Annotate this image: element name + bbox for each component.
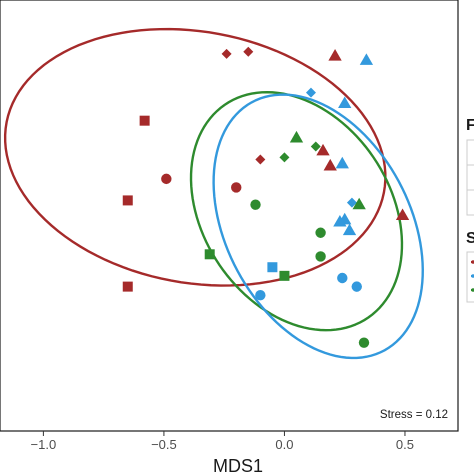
green-square-point [204, 249, 215, 260]
red-circle-point [161, 173, 172, 185]
data-points [122, 46, 410, 348]
red-triangle-point [323, 158, 337, 171]
blue-diamond-point [346, 197, 357, 208]
red-square-point [122, 281, 133, 292]
legend-red-swatch-point [471, 260, 474, 264]
legend-partial: F S [466, 117, 474, 303]
green-square-point [279, 270, 290, 281]
x-axis: −1.0 −0.5 0.0 0.5 [31, 431, 414, 452]
legend-key-box [466, 139, 474, 216]
legend-title-fragment-1: F [466, 117, 474, 134]
blue-triangle-point [338, 96, 352, 108]
blue-circle-point [255, 290, 266, 301]
green-circle-point [315, 227, 326, 238]
blue-circle-point [337, 272, 348, 284]
x-tick-label: −1.0 [31, 437, 57, 452]
green-group-ellipse [189, 90, 404, 332]
confidence-ellipses [3, 27, 424, 360]
red-triangle-point [316, 143, 330, 156]
green-diamond-point [279, 152, 290, 163]
x-tick-label: 0.0 [275, 437, 293, 452]
red-diamond-point [221, 48, 232, 59]
green-triangle-point [352, 197, 366, 210]
x-tick-label: 0.5 [396, 437, 414, 452]
green-circle-point [250, 199, 261, 210]
blue-triangle-point [359, 53, 374, 65]
blue-triangle-point [342, 223, 357, 236]
blue-square-point [267, 262, 278, 273]
legend-green-swatch-point [471, 288, 474, 292]
legend-title-fragment-2: S [466, 230, 474, 247]
green-circle-point [358, 337, 370, 348]
blue-diamond-point [305, 87, 316, 98]
red-circle-point [231, 182, 242, 193]
x-tick-label: −0.5 [151, 437, 177, 452]
red-triangle-point [328, 49, 342, 61]
red-square-point [139, 115, 150, 126]
green-triangle-point [289, 130, 304, 143]
stress-annotation: Stress = 0.12 [380, 409, 448, 421]
blue-triangle-point [335, 156, 349, 169]
legend-blue-swatch-point [471, 274, 474, 278]
plot-panel [0, 0, 459, 432]
red-triangle-point [395, 208, 410, 221]
blue-circle-point [351, 281, 362, 292]
blue-triangle-point [333, 214, 347, 227]
red-group-ellipse [3, 27, 387, 287]
red-square-point [122, 195, 133, 206]
x-axis-title: MDS1 [213, 456, 263, 474]
red-diamond-point [243, 46, 254, 57]
legend-key-box [466, 251, 474, 303]
red-diamond-point [255, 154, 266, 165]
green-diamond-point [310, 141, 321, 152]
blue-group-ellipse [212, 93, 424, 360]
green-circle-point [315, 251, 326, 262]
